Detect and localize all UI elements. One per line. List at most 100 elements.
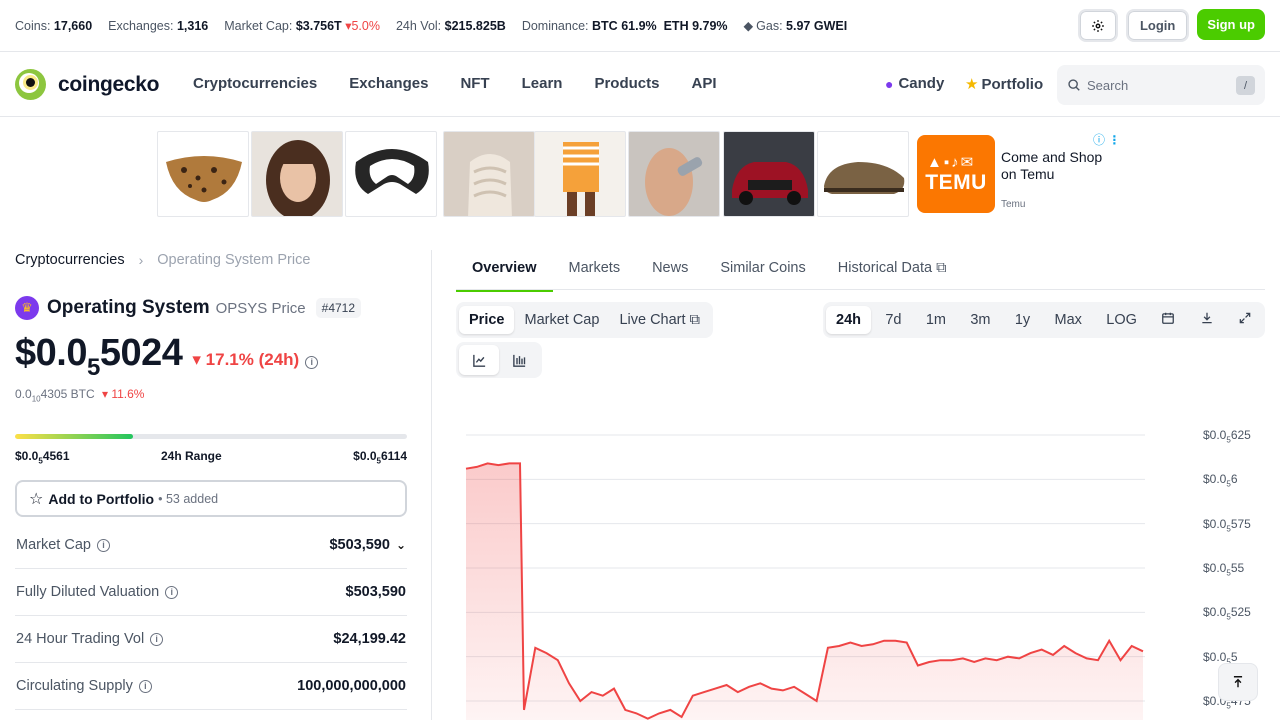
range-1m[interactable]: 1m bbox=[925, 312, 946, 328]
caret-down-icon: ▾ bbox=[192, 350, 201, 369]
search-input[interactable] bbox=[1087, 77, 1237, 93]
range-7d[interactable]: 7d bbox=[885, 312, 902, 328]
rank-badge: #4712 bbox=[315, 298, 362, 318]
main-nav: coingecko Cryptocurrencies Exchanges NFT… bbox=[0, 53, 1280, 117]
add-to-portfolio-button[interactable]: ☆ Add to Portfolio • 53 added bbox=[15, 480, 407, 517]
coingecko-logo[interactable]: coingecko bbox=[15, 69, 159, 100]
stat-coins[interactable]: Coins: 17,660 bbox=[15, 18, 93, 33]
ad-product-image[interactable] bbox=[345, 131, 437, 217]
chart-range-selector: 24h 7d 1m 3m 1y Max LOG bbox=[823, 302, 1265, 338]
nav-api[interactable]: API bbox=[691, 75, 717, 92]
chevron-down-icon: ⌄ bbox=[395, 538, 406, 552]
search-shortcut-key: / bbox=[1236, 76, 1255, 95]
range-bar bbox=[15, 434, 407, 439]
breadcrumb-cryptocurrencies[interactable]: Cryptocurrencies bbox=[15, 252, 125, 268]
coin-tabs: Overview Markets News Similar Coins Hist… bbox=[456, 250, 962, 292]
tab-similar-coins[interactable]: Similar Coins bbox=[720, 260, 806, 276]
y-tick-label: $0.055 bbox=[1203, 649, 1238, 667]
ad-info-icon[interactable]: ⓘ ⋮ bbox=[1093, 133, 1121, 147]
range-log[interactable]: LOG bbox=[1106, 312, 1137, 328]
calendar-icon[interactable] bbox=[1151, 305, 1185, 335]
ad-product-image[interactable] bbox=[723, 131, 815, 217]
column-divider bbox=[431, 250, 432, 720]
ad-product-image[interactable] bbox=[251, 131, 343, 217]
breadcrumb: Cryptocurrencies › Operating System Pric… bbox=[15, 252, 310, 268]
market-cap-value[interactable]: $503,590 ⌄ bbox=[329, 537, 406, 553]
signup-button[interactable]: Sign up bbox=[1197, 9, 1265, 40]
nav-learn[interactable]: Learn bbox=[521, 75, 563, 92]
info-icon[interactable]: i bbox=[96, 538, 110, 552]
price-chart[interactable] bbox=[456, 420, 1196, 720]
y-tick-label: $0.05575 bbox=[1203, 516, 1251, 534]
ad-product-image[interactable] bbox=[443, 131, 535, 217]
range-1y[interactable]: 1y bbox=[1014, 312, 1031, 328]
stat-dominance[interactable]: Dominance: BTC 61.9% ETH 9.79% bbox=[521, 18, 728, 33]
star-outline-icon: ☆ bbox=[29, 490, 44, 508]
coin-price: $0.055024 bbox=[15, 332, 183, 381]
ad-product-image[interactable] bbox=[817, 131, 909, 217]
nav-links: Cryptocurrencies Exchanges NFT Learn Pro… bbox=[193, 75, 749, 92]
login-button[interactable]: Login bbox=[1125, 9, 1190, 42]
chart-type-live-chart[interactable]: Live Chart ⧉ bbox=[619, 312, 700, 328]
portfolio-link[interactable]: ★ Portfolio bbox=[965, 75, 1044, 94]
ad-product-image[interactable] bbox=[628, 131, 720, 217]
gecko-icon bbox=[15, 69, 46, 100]
metric-row: 24 Hour Trading Vol i $24,199.42 bbox=[15, 616, 407, 663]
scroll-to-top-button[interactable] bbox=[1218, 663, 1258, 701]
btc-price: 0.0104305 BTC ▾ 11.6% bbox=[15, 387, 145, 404]
metric-row: Fully Diluted Valuation i $503,590 bbox=[15, 569, 407, 616]
advertisement-banner[interactable]: ▲▪♪✉ TEMU Come and Shop on Temu Temu ⓘ ⋮ bbox=[157, 131, 1123, 217]
info-icon[interactable]: i bbox=[305, 356, 319, 369]
tabs-divider bbox=[456, 289, 1265, 290]
ad-product-image[interactable] bbox=[534, 131, 626, 217]
global-stats-bar: Coins: 17,660 Exchanges: 1,316 Market Ca… bbox=[0, 0, 1280, 52]
chart-type-price[interactable]: Price bbox=[459, 306, 515, 334]
stat-exchanges[interactable]: Exchanges: 1,316 bbox=[108, 18, 209, 33]
y-tick-label: $0.05525 bbox=[1203, 605, 1251, 622]
range-3m[interactable]: 3m bbox=[970, 312, 991, 328]
info-icon[interactable]: i bbox=[150, 632, 164, 646]
tab-markets[interactable]: Markets bbox=[568, 260, 621, 276]
ad-headline[interactable]: Come and Shop on Temu bbox=[1001, 149, 1103, 182]
price-line bbox=[465, 462, 1144, 720]
range-high: $0.056114 bbox=[353, 449, 407, 466]
ethereum-icon: ◆ bbox=[743, 19, 754, 33]
tab-news[interactable]: News bbox=[652, 260, 689, 276]
nav-exchanges[interactable]: Exchanges bbox=[349, 75, 429, 92]
metric-row: Market Cap i $503,590 ⌄ bbox=[15, 522, 407, 569]
y-tick-label: $0.05625 bbox=[1203, 428, 1251, 445]
candy-icon: ● bbox=[885, 75, 894, 92]
nav-cryptocurrencies[interactable]: Cryptocurrencies bbox=[193, 75, 318, 92]
stat-market-cap[interactable]: Market Cap: $3.756T ▾5.0% bbox=[224, 19, 380, 33]
external-link-icon: ⧉ bbox=[936, 260, 947, 276]
nav-nft[interactable]: NFT bbox=[460, 75, 490, 92]
info-icon[interactable]: i bbox=[165, 585, 179, 599]
settings-button[interactable] bbox=[1077, 9, 1118, 42]
stat-gas[interactable]: ◆ Gas: 5.97 GWEI bbox=[743, 19, 848, 33]
temu-glyphs-icon: ▲▪♪✉ bbox=[927, 154, 976, 171]
candy-link[interactable]: ● Candy bbox=[885, 75, 945, 92]
search-box[interactable]: / bbox=[1057, 65, 1265, 105]
tab-overview[interactable]: Overview bbox=[456, 250, 553, 292]
chart-type-market-cap[interactable]: Market Cap bbox=[524, 312, 600, 328]
star-icon: ★ bbox=[965, 76, 979, 93]
info-icon[interactable]: i bbox=[138, 679, 152, 693]
ad-product-image[interactable] bbox=[157, 131, 249, 217]
coin-logo-icon: ♛ bbox=[15, 296, 39, 320]
line-chart-icon[interactable] bbox=[459, 345, 499, 375]
nav-products[interactable]: Products bbox=[594, 75, 660, 92]
chevron-right-icon: › bbox=[138, 252, 144, 268]
range-max[interactable]: Max bbox=[1054, 312, 1082, 328]
range-24h[interactable]: 24h bbox=[826, 306, 871, 334]
download-icon[interactable] bbox=[1190, 305, 1224, 335]
fullscreen-icon[interactable] bbox=[1228, 305, 1262, 335]
tab-historical-data[interactable]: Historical Data ⧉ bbox=[837, 260, 947, 276]
coin-symbol: OPSYS Price bbox=[215, 299, 306, 317]
temu-logo[interactable]: ▲▪♪✉ TEMU bbox=[917, 135, 995, 213]
external-link-icon: ⧉ bbox=[689, 312, 700, 328]
range-label: 24h Range bbox=[160, 449, 222, 463]
price-area bbox=[466, 463, 1143, 720]
stat-volume[interactable]: 24h Vol: $215.825B bbox=[395, 18, 506, 33]
candlestick-chart-icon[interactable] bbox=[499, 345, 539, 375]
btc-change: ▾ 11.6% bbox=[101, 387, 145, 401]
